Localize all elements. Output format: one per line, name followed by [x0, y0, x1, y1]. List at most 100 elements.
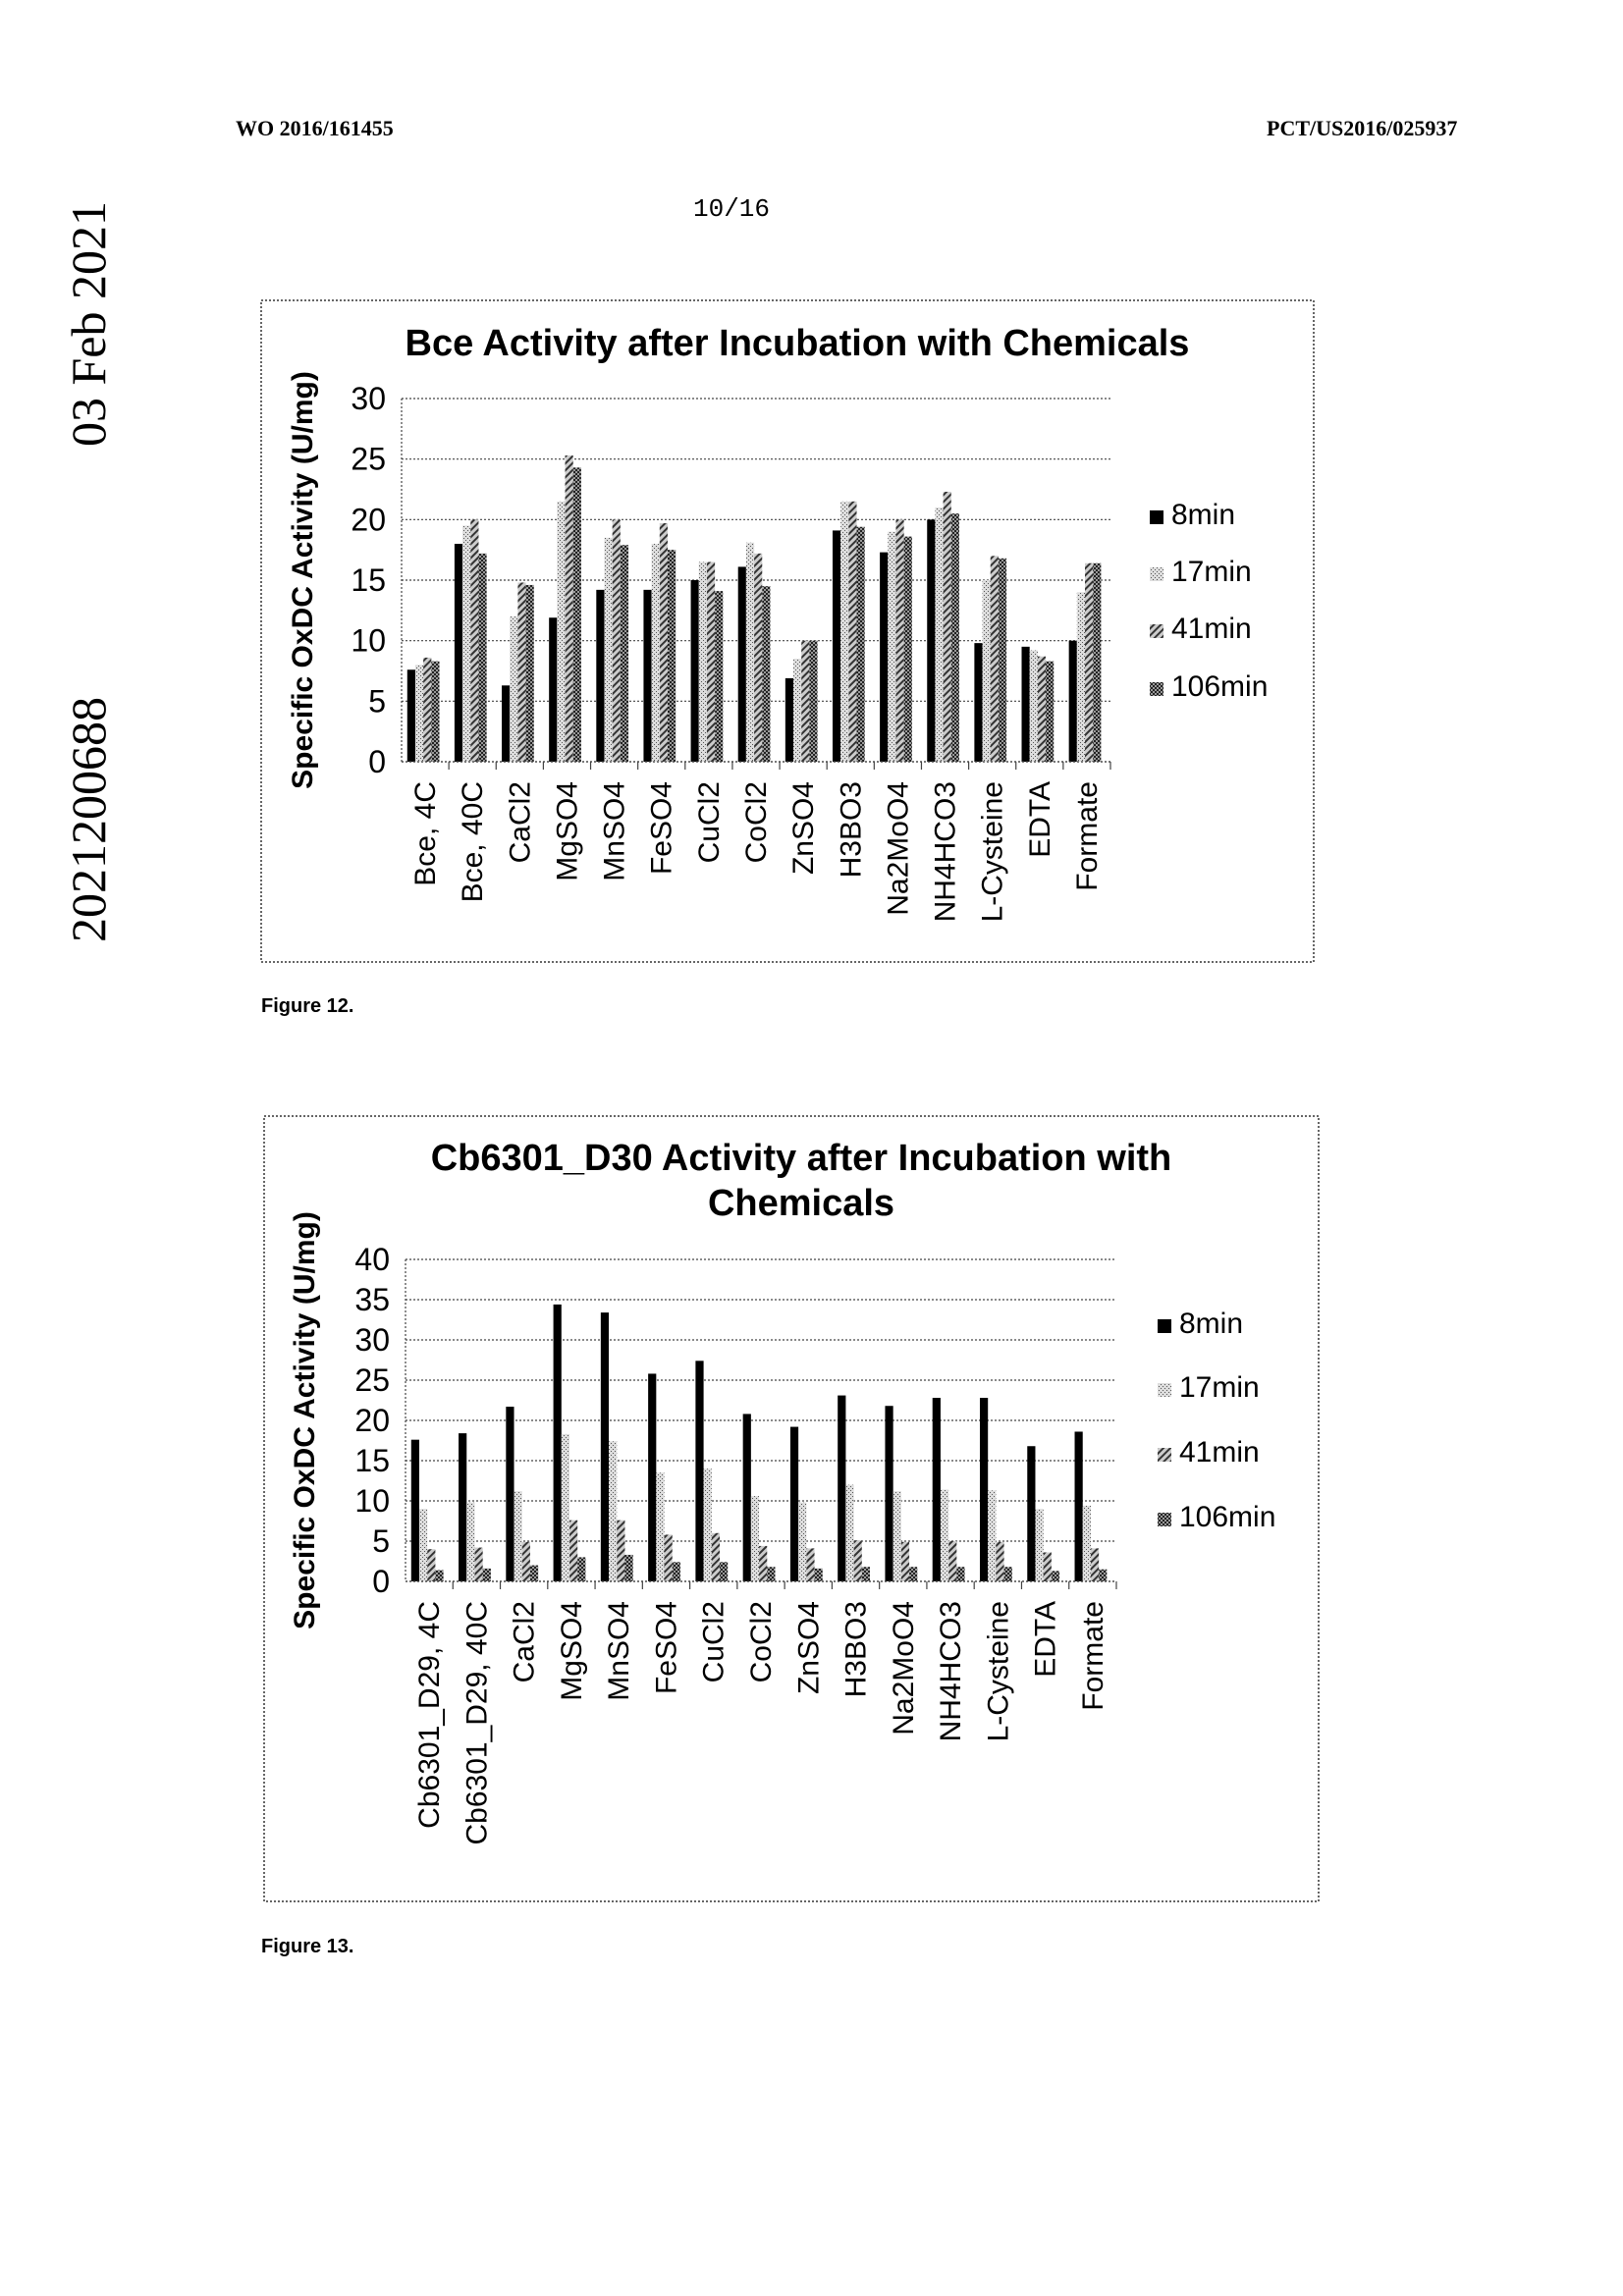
bar-17min — [798, 1502, 807, 1581]
bar-8min — [690, 580, 699, 762]
bar-41min — [470, 519, 479, 762]
bar-8min — [1074, 1431, 1083, 1581]
x-tick-label: MgSO4 — [551, 781, 583, 881]
bar-8min — [885, 1406, 893, 1581]
bar-17min — [604, 537, 613, 762]
bar-17min — [514, 1491, 522, 1581]
bar-106min — [767, 1567, 776, 1581]
bar-106min — [809, 640, 818, 762]
bar-17min — [940, 1489, 949, 1581]
bar-17min — [609, 1441, 618, 1581]
y-axis-label: Specific OxDC Activity (U/mg) — [289, 1211, 321, 1629]
bar-17min — [745, 542, 755, 762]
bar-8min — [1068, 640, 1077, 762]
bar-17min — [793, 659, 802, 762]
bar-41min — [1090, 1548, 1100, 1581]
bar-41min — [517, 582, 526, 762]
bar-8min — [832, 530, 841, 762]
legend-swatch — [1158, 1383, 1171, 1397]
y-axis-label: Specific OxDC Activity (U/mg) — [287, 371, 319, 789]
bar-41min — [948, 1541, 957, 1581]
bar-17min — [1082, 1505, 1091, 1581]
chart-border — [263, 1115, 1320, 1902]
bar-106min — [856, 526, 865, 762]
bar-106min — [1046, 661, 1055, 762]
legend-swatch — [1150, 624, 1163, 638]
bar-41min — [806, 1548, 815, 1581]
chart-title: Cb6301_D30 Activity after Incubation wit… — [431, 1138, 1172, 1179]
bar-106min — [435, 1570, 444, 1581]
y-tick-label: 5 — [372, 1523, 390, 1559]
x-tick-label: ZnSO4 — [787, 781, 820, 875]
bar-17min — [510, 616, 518, 762]
publication-number: WO 2016/161455 — [236, 116, 394, 140]
bar-106min — [1093, 562, 1102, 762]
bar-41min — [1037, 656, 1047, 762]
y-tick-label: 0 — [368, 744, 386, 779]
bar-17min — [703, 1468, 712, 1581]
y-tick-label: 10 — [354, 1483, 390, 1519]
bar-8min — [979, 1398, 989, 1581]
bar-8min — [549, 617, 558, 762]
bar-8min — [454, 544, 463, 762]
bar-17min — [462, 525, 471, 762]
bar-17min — [893, 1491, 901, 1581]
bar-41min — [1085, 562, 1094, 762]
bar-106min — [529, 1565, 539, 1581]
bar-41min — [848, 501, 857, 762]
bar-106min — [903, 536, 912, 762]
legend-swatch — [1158, 1513, 1171, 1526]
bar-41min — [664, 1534, 673, 1581]
x-tick-label: EDTA — [1030, 1601, 1062, 1678]
legend-swatch — [1158, 1319, 1171, 1333]
bar-8min — [789, 1426, 799, 1581]
bar-41min — [943, 491, 951, 762]
x-tick-label: Bce, 40C — [457, 781, 489, 902]
bar-8min — [459, 1433, 467, 1581]
y-tick-label: 25 — [351, 442, 386, 477]
x-tick-label: MnSO4 — [603, 1601, 635, 1701]
y-tick-label: 15 — [351, 562, 386, 598]
x-tick-label: L-Cysteine — [977, 781, 1009, 922]
bar-106min — [715, 591, 724, 762]
x-tick-label: CoCl2 — [740, 781, 773, 863]
chart-1: Bce Activity after Incubation with Chemi… — [260, 299, 1315, 963]
bar-8min — [695, 1361, 704, 1581]
x-tick-label: CoCl2 — [745, 1601, 778, 1682]
x-tick-label: Formate — [1071, 781, 1104, 891]
x-tick-label: NH4HCO3 — [935, 1601, 967, 1741]
bar-8min — [880, 552, 889, 762]
x-tick-label: NH4HCO3 — [930, 781, 962, 922]
bar-41min — [569, 1520, 578, 1581]
bar-17min — [750, 1496, 760, 1581]
bar-17min — [418, 1509, 428, 1581]
bar-17min — [845, 1484, 854, 1581]
bar-106min — [478, 553, 487, 762]
legend-label: 41min — [1171, 613, 1252, 645]
bar-106min — [577, 1557, 586, 1581]
bar-106min — [1099, 1569, 1108, 1581]
bar-106min — [998, 558, 1007, 762]
y-tick-label: 20 — [351, 502, 386, 537]
bar-8min — [742, 1414, 751, 1581]
bar-8min — [643, 589, 652, 762]
bar-41min — [474, 1547, 483, 1581]
chart-border — [260, 299, 1315, 963]
legend-swatch — [1150, 682, 1163, 696]
bar-106min — [620, 545, 629, 762]
bar-106min — [762, 586, 771, 762]
figure-13-caption: Figure 13. — [261, 1936, 354, 1957]
bar-106min — [814, 1568, 823, 1581]
legend-label: 17min — [1179, 1371, 1260, 1404]
y-tick-label: 30 — [354, 1322, 390, 1358]
bar-41min — [521, 1541, 530, 1581]
bar-41min — [895, 519, 904, 762]
bar-17min — [698, 561, 707, 762]
bar-17min — [466, 1502, 475, 1581]
x-tick-label: CuCl2 — [698, 1601, 730, 1682]
bar-41min — [565, 454, 573, 762]
y-tick-label: 10 — [351, 623, 386, 659]
bar-17min — [888, 531, 896, 762]
bar-17min — [988, 1490, 997, 1581]
